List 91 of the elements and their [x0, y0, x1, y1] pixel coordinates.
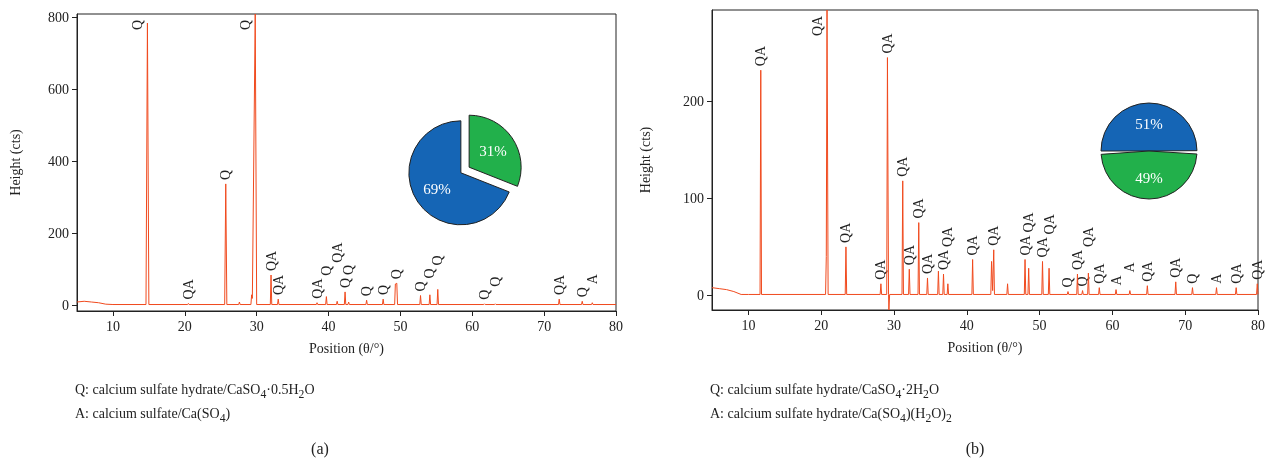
- x-tick-label: 40: [321, 318, 336, 334]
- y-tick-label: 0: [697, 287, 704, 303]
- annotation: QA: [940, 225, 956, 248]
- x-tick-label: 80: [609, 318, 623, 334]
- annotation: QA: [551, 274, 567, 296]
- annotation: Q: [1184, 273, 1200, 284]
- line-series: [76, 13, 617, 306]
- annotation: QA: [1168, 256, 1184, 278]
- x-tick-label: 80: [1251, 317, 1265, 333]
- annotation: Q: [375, 284, 391, 296]
- annotation: QA: [873, 258, 889, 280]
- data-label: 49%: [1135, 170, 1163, 186]
- annotation: A: [584, 273, 600, 285]
- annotation: QA: [895, 155, 911, 177]
- y-tick-label: 200: [683, 93, 704, 109]
- y-tick-label: 400: [48, 154, 69, 170]
- annotation: QA: [1041, 213, 1057, 235]
- annotation: QA: [879, 32, 895, 54]
- x-axis-title: Position (θ/°): [947, 339, 1023, 356]
- y-tick-label: 600: [48, 82, 69, 98]
- data-label: 69%: [423, 181, 451, 198]
- annotation: A: [1209, 272, 1224, 284]
- x-tick-label: 30: [887, 317, 901, 333]
- y-axis-title: Height (cts): [7, 128, 24, 196]
- annotation: QA: [1069, 248, 1085, 271]
- annotation: QA: [753, 45, 769, 67]
- text: Q: calcium sulfate hydrate/CaSO$_{4}$·0.5H$_{2}$O: [75, 382, 315, 401]
- annotation: QA: [1080, 225, 1096, 248]
- annotation: QA: [809, 14, 825, 36]
- annotation: QA: [1139, 260, 1155, 282]
- annotation: Q: [430, 255, 446, 266]
- annotation: QA: [1017, 234, 1033, 256]
- annotation: QA: [309, 277, 325, 299]
- annotation: A: [1122, 261, 1138, 273]
- x-tick-label: 70: [1178, 317, 1193, 333]
- annotation: Q: [574, 287, 590, 298]
- annotation: Q: [318, 265, 334, 276]
- annotation: QA: [1091, 262, 1107, 284]
- annotation: QA: [263, 249, 279, 271]
- x-tick-label: 30: [249, 318, 264, 334]
- x-tick-label: 50: [393, 318, 408, 334]
- text: Q: calcium sulfate hydrate/CaSO$_{4}$·2H$_{2}$O: [710, 382, 940, 401]
- annotation: Q: [237, 19, 253, 30]
- y-tick-label: 800: [48, 10, 69, 26]
- annotation: Q: [1075, 276, 1091, 287]
- annotation: Q: [337, 277, 353, 288]
- annotation: QA: [1035, 236, 1051, 258]
- data-label: 51%: [1135, 116, 1163, 132]
- x-tick-label: 40: [959, 317, 974, 333]
- x-tick-label: 50: [1032, 317, 1047, 333]
- y-tick-label: 200: [48, 226, 69, 242]
- annotation: Q: [218, 169, 234, 180]
- y-axis-title: Height (cts): [637, 126, 654, 194]
- annotation: Q: [422, 268, 438, 279]
- annotation: QA: [911, 197, 927, 219]
- x-tick-label: 60: [465, 318, 480, 334]
- annotation: Q: [389, 269, 405, 280]
- y-tick-label: 100: [683, 190, 704, 206]
- annotation: QA: [919, 252, 935, 274]
- data-label: 31%: [479, 142, 507, 159]
- annotation: QA: [270, 274, 286, 296]
- annotation: QA: [838, 221, 854, 243]
- annotation: QA: [986, 224, 1002, 246]
- annotation: A: [1108, 274, 1124, 286]
- x-tick-label: 60: [1105, 317, 1120, 333]
- text: (b): [964, 440, 986, 458]
- annotation: QA: [180, 278, 196, 300]
- annotation: QA: [1249, 258, 1265, 280]
- annotation: Q: [476, 289, 492, 300]
- annotation: QA: [901, 244, 917, 266]
- annotation: QA: [965, 234, 981, 256]
- y-tick-label: 0: [62, 298, 69, 314]
- x-tick-label: 20: [177, 318, 192, 334]
- text: (a): [310, 440, 330, 458]
- annotation: QA: [1228, 262, 1244, 284]
- annotation: Q: [129, 19, 145, 30]
- annotation: Q: [487, 276, 503, 287]
- x-axis-title: Position (θ/°): [309, 340, 385, 357]
- annotation: QA: [329, 241, 345, 263]
- annotation: Q: [1060, 277, 1076, 288]
- x-tick-label: 10: [741, 317, 756, 333]
- text: A: calcium sulfate hydrate/Ca(SO$_{4}$)(H$_{2}$O)$_{2}$: [710, 406, 952, 425]
- annotation: Q: [413, 281, 429, 292]
- x-tick-label: 10: [105, 318, 120, 334]
- annotation: QA: [1021, 211, 1037, 233]
- annotation: Q: [341, 264, 357, 275]
- annotation: QA: [936, 248, 951, 271]
- annotation: Q: [359, 286, 375, 297]
- x-tick-label: 20: [814, 317, 829, 333]
- x-tick-label: 70: [537, 318, 552, 334]
- text: A: calcium sulfate/Ca(SO$_{4}$): [75, 406, 231, 425]
